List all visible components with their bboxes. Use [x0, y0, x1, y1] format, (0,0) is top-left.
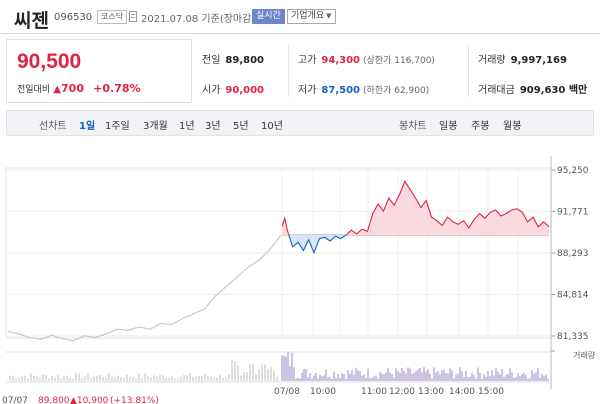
candle-chart-label[interactable]: 봉차트 [399, 121, 427, 132]
area-up [282, 181, 549, 236]
y-tick-label: 88,293 [557, 249, 589, 259]
amount-label: 거래대금 [478, 85, 515, 96]
prev-day-change-pct: (+13.81%) [110, 396, 159, 404]
y-tick-label: 91,771 [557, 208, 589, 218]
prev-day-date: 07/07 [2, 396, 28, 404]
x-tick-label: 13:00 [418, 387, 444, 397]
area-down [288, 235, 347, 253]
current-price: 90,500 [17, 50, 82, 73]
company-info-label: 기업개요 [291, 11, 325, 21]
high-value: 94,300 [321, 55, 360, 66]
series-today-up [282, 180, 550, 236]
change-percent: +0.78% [93, 82, 141, 95]
lower-limit: (하한가 62,900) [363, 86, 430, 96]
prev-close-stat: 전일 89,800 [202, 51, 264, 66]
open-stat: 시가 90,000 [202, 81, 264, 96]
prev-close-label: 전일 [202, 55, 221, 66]
price-chart: 95,250 91,771 88,293 84,814 81,335 거래량 07/08 10… [0, 136, 600, 404]
x-tick-label: 10:00 [310, 387, 336, 397]
market-badge: 코스닥 [97, 10, 128, 24]
x-tick-label: 12:00 [389, 387, 415, 397]
chevron-down-icon: ▼ [326, 12, 332, 20]
change-row: 전일대비 ▲700 +0.78% [17, 82, 141, 95]
series-today-down [288, 235, 347, 255]
candle-daily[interactable]: 일봉 [439, 121, 458, 132]
volume-label: 거래량 [478, 55, 506, 66]
quote-panel: 90,500 전일대비 ▲700 +0.78% 전일 89,800 시가 90,00… [0, 34, 600, 108]
quote-stats: 전일 89,800 시가 90,000 고가 94,300 (상한가 116,700) … [192, 39, 600, 103]
period-3m[interactable]: 3개월 [143, 121, 168, 132]
x-tick-label: 11:00 [361, 387, 387, 397]
high-stat: 고가 94,300 (상한가 116,700) [298, 51, 435, 66]
x-tick-label: 15:00 [478, 387, 504, 397]
volume-value: 9,997,169 [510, 55, 567, 66]
company-info-button[interactable]: 기업개요 ▼ [287, 9, 336, 24]
stock-name: 씨젠 [14, 10, 49, 32]
low-value: 87,500 [321, 85, 360, 96]
open-value: 90,000 [225, 85, 264, 96]
period-10y[interactable]: 10년 [261, 121, 283, 132]
candle-weekly[interactable]: 주봉 [471, 121, 490, 132]
line-chart-label[interactable]: 선차트 [39, 121, 67, 132]
chart-toolbar: 선차트 1일 1주일 3개월 1년 3년 5년 10년 봉차트 일봉 주봉 월봉 [6, 110, 594, 136]
realtime-button[interactable]: 실시간 [252, 9, 285, 24]
low-stat: 저가 87,500 (하한가 62,900) [298, 81, 429, 96]
period-5y[interactable]: 5년 [233, 121, 249, 132]
upper-limit: (상한가 116,700) [363, 56, 435, 66]
x-tick-label: 14:00 [449, 387, 475, 397]
prev-day-change: ▲10,900 [70, 396, 109, 404]
up-arrow-icon: ▲ [53, 84, 62, 95]
change-label: 전일대비 [17, 85, 51, 95]
divider [288, 45, 289, 97]
prev-close-value: 89,800 [225, 55, 264, 66]
y-tick-label: 84,814 [557, 291, 589, 301]
low-label: 저가 [298, 85, 317, 96]
period-1y[interactable]: 1년 [179, 121, 195, 132]
prev-day-close: 89,800 [38, 396, 70, 404]
candle-monthly[interactable]: 월봉 [503, 121, 522, 132]
period-3y[interactable]: 3년 [205, 121, 221, 132]
y-tick-label: 95,250 [557, 166, 589, 176]
divider [468, 45, 469, 97]
period-1d[interactable]: 1일 [79, 121, 96, 132]
x-tick-label: 07/08 [274, 387, 300, 397]
stock-code: 096530 [54, 12, 93, 23]
open-label: 시가 [202, 85, 221, 96]
chart-canvas: 95,250 91,771 88,293 84,814 81,335 거래량 07/08 10… [2, 156, 596, 404]
high-label: 고가 [298, 55, 317, 66]
amount-stat: 거래대금 909,630 백만 [478, 81, 587, 96]
period-1w[interactable]: 1주일 [105, 121, 130, 132]
y-tick-label: 81,335 [557, 332, 589, 342]
quote-date: 2021.07.08 기준(장마감) [141, 14, 256, 25]
series-prev-day [7, 234, 282, 342]
stock-header: 씨젠 096530 코스닥 2021.07.08 기준(장마감) 실시간 기업개… [0, 0, 600, 34]
change-value: 700 [61, 82, 84, 95]
document-icon [129, 11, 137, 22]
volume-stat: 거래량 9,997,169 [478, 51, 567, 66]
amount-value: 909,630 백만 [519, 85, 588, 96]
price-box: 90,500 전일대비 ▲700 +0.78% [6, 39, 192, 103]
volume-axis-label: 거래량 [573, 350, 596, 360]
